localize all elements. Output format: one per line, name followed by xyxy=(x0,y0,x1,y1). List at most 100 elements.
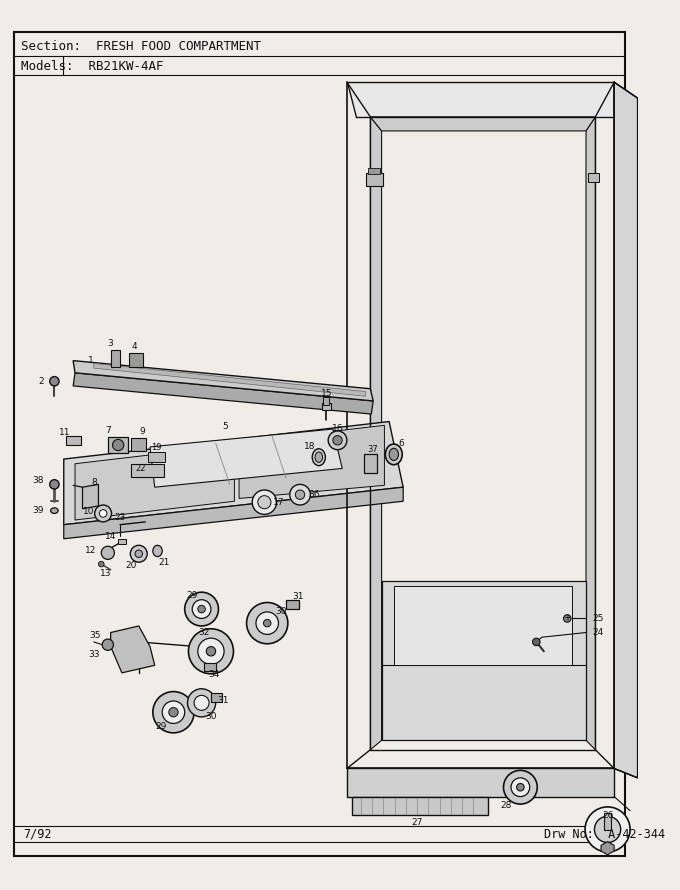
Circle shape xyxy=(247,603,288,643)
Text: 18: 18 xyxy=(304,442,315,451)
Bar xyxy=(366,173,383,186)
Circle shape xyxy=(198,638,224,665)
Circle shape xyxy=(188,628,233,674)
Circle shape xyxy=(192,600,211,619)
Bar xyxy=(148,451,165,462)
Text: Models:  RB21KW-4AF: Models: RB21KW-4AF xyxy=(20,60,163,73)
Text: 30: 30 xyxy=(205,712,217,722)
Text: 24: 24 xyxy=(592,628,604,637)
Text: 14: 14 xyxy=(105,532,116,541)
Bar xyxy=(108,438,129,452)
Circle shape xyxy=(258,496,271,509)
Text: 7: 7 xyxy=(105,426,111,435)
Text: 12: 12 xyxy=(85,546,97,555)
Circle shape xyxy=(102,639,114,651)
Bar xyxy=(588,173,599,182)
Circle shape xyxy=(585,807,630,852)
Text: 39: 39 xyxy=(33,506,44,515)
Circle shape xyxy=(333,435,342,445)
Circle shape xyxy=(169,708,178,717)
Text: 4: 4 xyxy=(131,342,137,351)
Bar xyxy=(211,693,222,702)
Circle shape xyxy=(328,431,347,449)
Circle shape xyxy=(101,546,114,560)
Polygon shape xyxy=(239,425,384,498)
Text: 13: 13 xyxy=(100,569,112,578)
Text: 8: 8 xyxy=(91,478,97,487)
Text: 29: 29 xyxy=(156,722,167,731)
Bar xyxy=(369,168,379,174)
Text: 15: 15 xyxy=(320,389,332,398)
Text: 29: 29 xyxy=(186,592,198,601)
Bar xyxy=(111,351,120,368)
Bar xyxy=(129,353,143,368)
Polygon shape xyxy=(381,581,586,740)
Polygon shape xyxy=(64,487,403,538)
Text: 22: 22 xyxy=(135,464,146,473)
Circle shape xyxy=(256,612,279,635)
Text: 31: 31 xyxy=(292,593,304,602)
Text: 17: 17 xyxy=(273,498,284,506)
Text: 3: 3 xyxy=(107,339,114,348)
Polygon shape xyxy=(73,360,373,400)
Bar xyxy=(364,455,377,473)
Bar xyxy=(131,439,146,450)
Polygon shape xyxy=(371,117,596,131)
Circle shape xyxy=(131,546,147,562)
Polygon shape xyxy=(82,484,99,509)
Circle shape xyxy=(50,480,59,490)
Ellipse shape xyxy=(312,449,325,465)
Text: 23: 23 xyxy=(114,513,126,522)
Text: 31: 31 xyxy=(218,697,229,706)
Text: 5: 5 xyxy=(222,422,228,431)
Circle shape xyxy=(517,783,524,791)
Text: 30: 30 xyxy=(275,607,287,617)
Circle shape xyxy=(153,692,194,732)
Text: 11: 11 xyxy=(59,428,71,437)
Bar xyxy=(324,397,329,405)
Polygon shape xyxy=(94,363,366,396)
Text: 37: 37 xyxy=(367,445,377,454)
Circle shape xyxy=(532,638,540,645)
Text: 36: 36 xyxy=(308,490,320,499)
Bar xyxy=(286,600,299,609)
Polygon shape xyxy=(614,82,638,778)
Text: 28: 28 xyxy=(500,802,512,811)
Bar xyxy=(131,464,164,477)
Circle shape xyxy=(185,592,218,626)
Circle shape xyxy=(263,619,271,627)
Circle shape xyxy=(95,505,112,522)
Text: 27: 27 xyxy=(411,819,423,828)
Circle shape xyxy=(50,376,59,386)
Bar xyxy=(66,435,81,445)
Ellipse shape xyxy=(389,449,398,460)
Circle shape xyxy=(594,816,621,843)
Circle shape xyxy=(135,550,143,557)
Polygon shape xyxy=(111,626,155,673)
Ellipse shape xyxy=(153,546,163,556)
Polygon shape xyxy=(347,82,614,117)
Polygon shape xyxy=(394,586,572,666)
Ellipse shape xyxy=(315,452,322,462)
Text: 19: 19 xyxy=(152,443,162,452)
Circle shape xyxy=(112,440,124,450)
Circle shape xyxy=(99,510,107,517)
Text: 20: 20 xyxy=(126,561,137,570)
Polygon shape xyxy=(371,117,381,749)
Ellipse shape xyxy=(386,444,403,465)
Circle shape xyxy=(295,490,305,499)
Text: 33: 33 xyxy=(88,650,99,659)
Text: 25: 25 xyxy=(592,614,604,623)
Text: Drw No:  A-42-344: Drw No: A-42-344 xyxy=(544,828,665,841)
Text: 26: 26 xyxy=(602,811,613,820)
Text: 10: 10 xyxy=(84,507,95,516)
Text: 2: 2 xyxy=(39,376,44,385)
Polygon shape xyxy=(586,117,596,749)
Circle shape xyxy=(163,701,185,724)
Polygon shape xyxy=(75,445,235,520)
Circle shape xyxy=(99,562,104,567)
Ellipse shape xyxy=(50,508,58,514)
Text: 6: 6 xyxy=(398,439,404,448)
Text: 32: 32 xyxy=(199,628,210,637)
Bar xyxy=(118,538,126,545)
